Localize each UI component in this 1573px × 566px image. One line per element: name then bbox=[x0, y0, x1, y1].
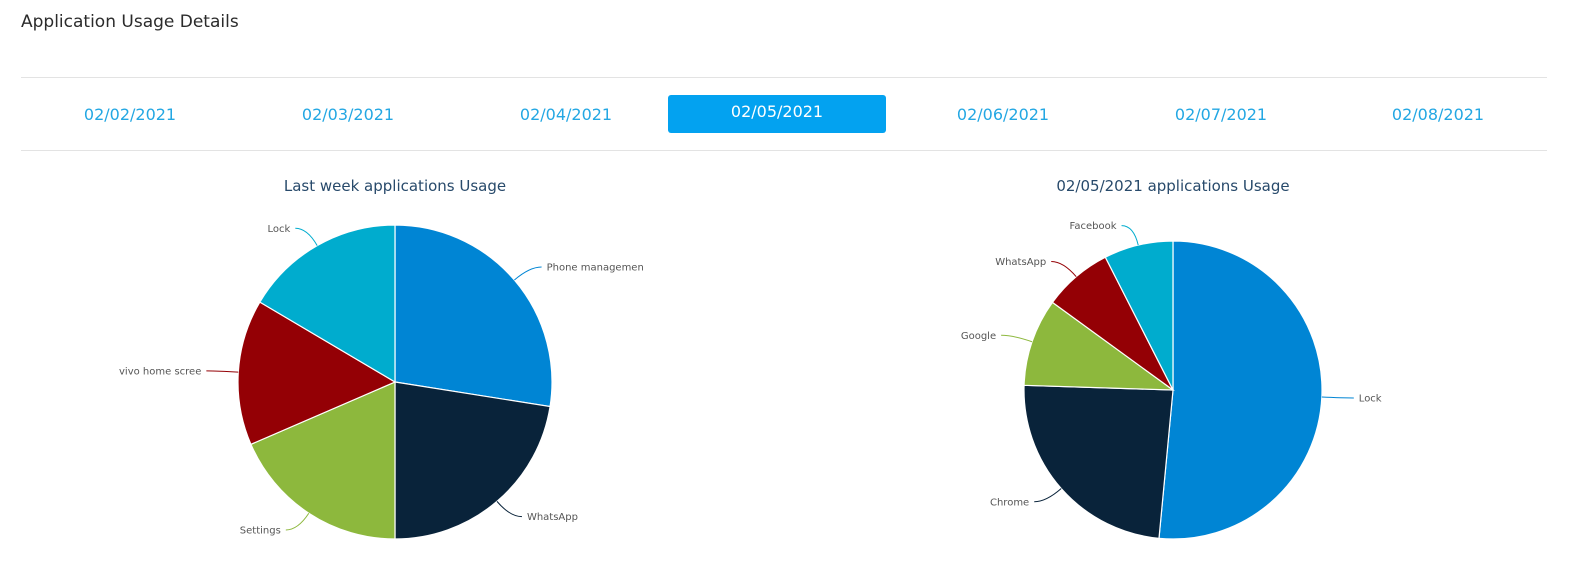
pie-label-whatsapp: WhatsApp bbox=[995, 257, 1046, 268]
top-divider bbox=[21, 77, 1547, 78]
last-week-pie-svg: Last week applications Usage Phone manage… bbox=[119, 177, 644, 540]
pie-connector-whatsapp bbox=[496, 501, 522, 518]
pie-connector-lock bbox=[1321, 396, 1354, 399]
pie-label-settings: Settings bbox=[240, 525, 281, 536]
date-tab-1[interactable]: 02/03/2021 bbox=[301, 104, 395, 124]
pie-label-lock: Lock bbox=[1359, 393, 1382, 404]
date-tab-2[interactable]: 02/04/2021 bbox=[519, 104, 613, 124]
pie-slice-settings[interactable] bbox=[250, 381, 396, 540]
date-tab-4[interactable]: 02/06/2021 bbox=[956, 104, 1050, 124]
pie-label-vivo-home-scree: vivo home scree bbox=[119, 366, 201, 377]
pie-label-phone-managemen: Phone managemen bbox=[547, 263, 644, 274]
pie-label-facebook: Facebook bbox=[1070, 221, 1117, 232]
pie-label-google: Google bbox=[961, 331, 996, 342]
page-title: Application Usage Details bbox=[21, 12, 239, 32]
last-week-pie-chart: Last week applications Usage Phone manage… bbox=[5, 160, 785, 566]
pie-connector-lock bbox=[295, 227, 318, 246]
bottom-divider bbox=[21, 150, 1547, 151]
selected-day-pie-svg: 02/05/2021 applications Usage Lock Chrome G… bbox=[961, 177, 1382, 540]
date-tab-5[interactable]: 02/07/2021 bbox=[1174, 104, 1268, 124]
selected-day-pie-chart: 02/05/2021 applications Usage Lock Chrome G… bbox=[783, 160, 1563, 566]
pie-slice-whatsapp[interactable] bbox=[394, 381, 551, 540]
pie-connector-settings bbox=[285, 512, 310, 531]
pie-label-chrome: Chrome bbox=[990, 497, 1029, 508]
date-tabs: 02/02/2021 02/03/2021 02/04/2021 02/05/2… bbox=[21, 78, 1547, 150]
pie-slice-google[interactable] bbox=[1023, 301, 1175, 391]
pie-slice-vivo-home-scree[interactable] bbox=[237, 301, 397, 446]
pie-label-lock: Lock bbox=[267, 224, 290, 235]
pie-connector-whatsapp bbox=[1051, 260, 1077, 278]
pie-connector-facebook bbox=[1121, 225, 1139, 246]
pie-slice-facebook[interactable] bbox=[1104, 240, 1174, 391]
pie-label-whatsapp: WhatsApp bbox=[527, 512, 578, 523]
chart-title: 02/05/2021 applications Usage bbox=[1056, 177, 1289, 195]
date-tab-6[interactable]: 02/08/2021 bbox=[1391, 104, 1485, 124]
pie-slice-lock[interactable] bbox=[1158, 240, 1323, 540]
pie-connector-chrome bbox=[1034, 488, 1062, 503]
date-tab-0[interactable]: 02/02/2021 bbox=[83, 104, 177, 124]
pie-connector-vivo-home-scree bbox=[206, 370, 239, 373]
pie-connector-google bbox=[1001, 334, 1033, 343]
pie-connector-phone-managemen bbox=[514, 266, 542, 281]
date-tab-3-active[interactable]: 02/05/2021 bbox=[668, 95, 886, 133]
pie-slice-phone-managemen[interactable] bbox=[394, 224, 553, 408]
chart-title: Last week applications Usage bbox=[284, 177, 506, 195]
pie-slice-chrome[interactable] bbox=[1023, 384, 1174, 539]
